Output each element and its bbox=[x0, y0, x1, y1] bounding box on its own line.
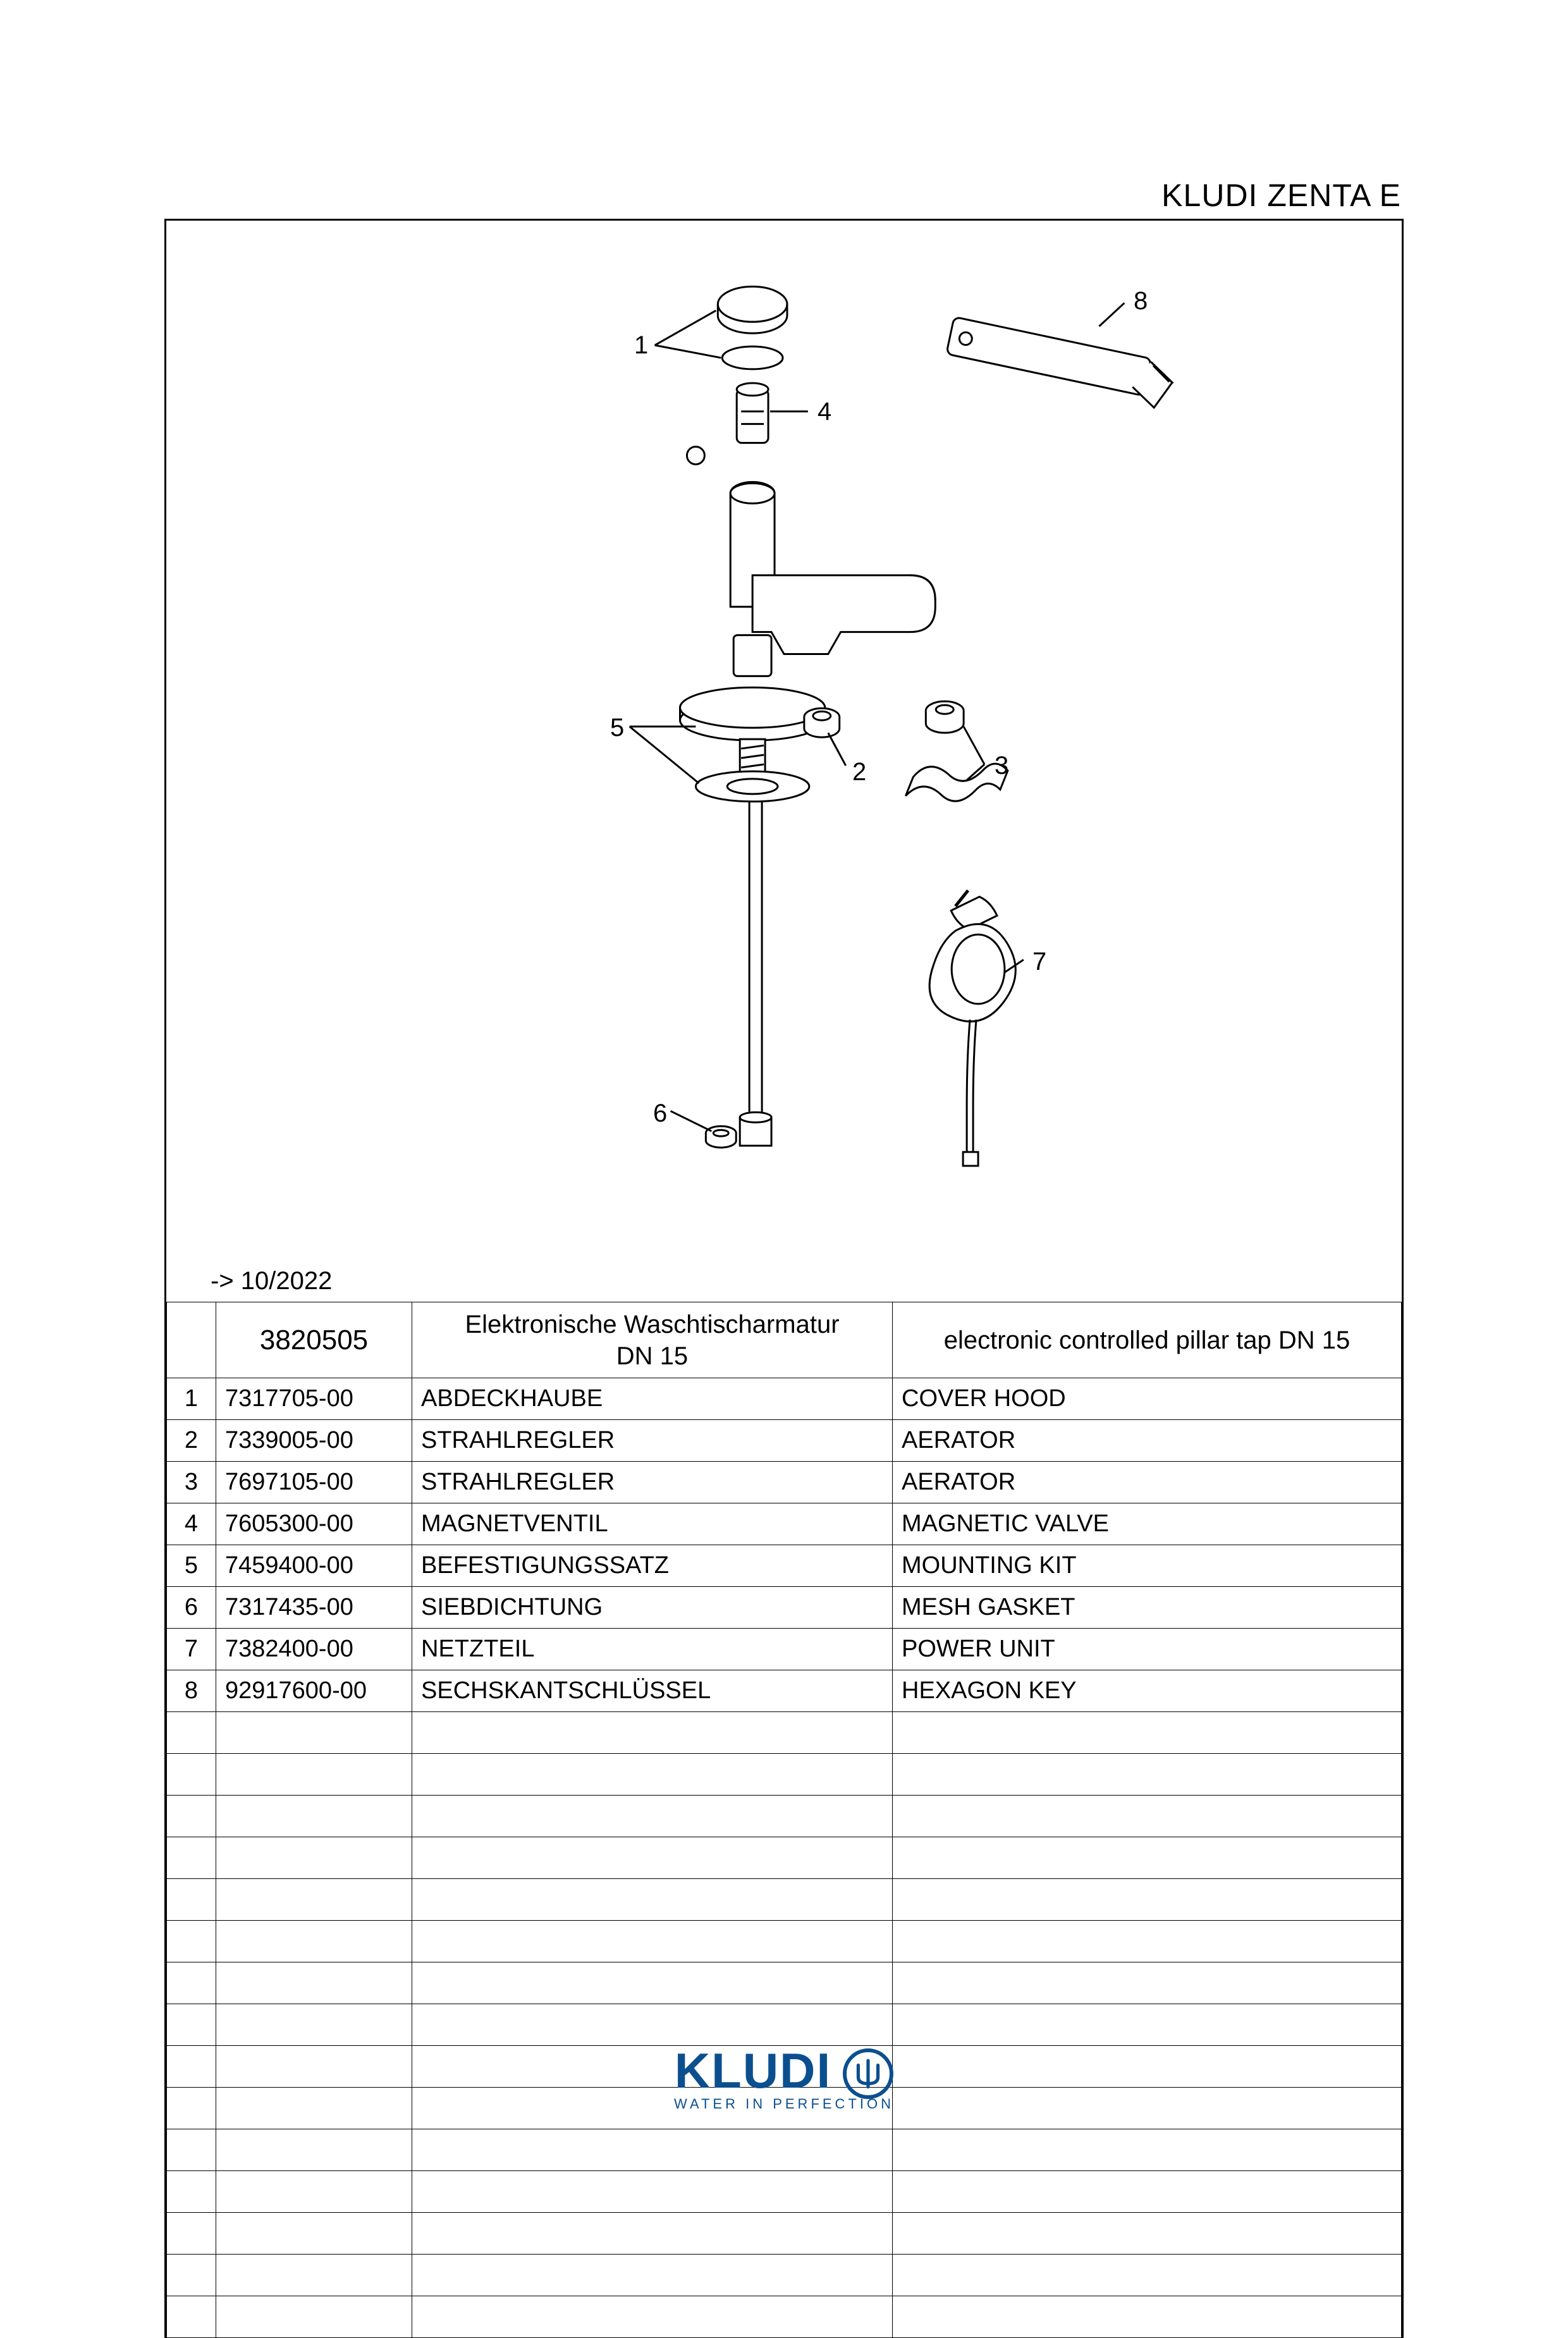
cell-pos: 6 bbox=[167, 1587, 216, 1629]
footer-logo: KLUDI WATER IN PERFECTION bbox=[674, 2042, 894, 2112]
exploded-diagram: 1 4 8 5 2 3 7 6 -> 10/2022 bbox=[166, 221, 1402, 1302]
callout-6: 6 bbox=[653, 1099, 667, 1128]
cell-de: SECHSKANTSCHLÜSSEL bbox=[412, 1670, 893, 1712]
header-article: 3820505 bbox=[216, 1302, 412, 1378]
callout-1: 1 bbox=[634, 331, 648, 360]
cell-en: MESH GASKET bbox=[893, 1587, 1402, 1629]
trident-icon bbox=[843, 2048, 893, 2099]
cell-article: 7697105-00 bbox=[216, 1462, 412, 1503]
cell-article: 7317705-00 bbox=[216, 1378, 412, 1420]
header-desc-en: electronic controlled pillar tap DN 15 bbox=[893, 1302, 1402, 1378]
cell-en: AERATOR bbox=[893, 1462, 1402, 1503]
cell-de: STRAHLREGLER bbox=[412, 1420, 893, 1462]
cell-pos: 5 bbox=[167, 1545, 216, 1587]
cell-article: 7339005-00 bbox=[216, 1420, 412, 1462]
cell-pos: 8 bbox=[167, 1670, 216, 1712]
callout-4: 4 bbox=[818, 398, 831, 426]
callout-8: 8 bbox=[1134, 287, 1148, 315]
cell-pos: 3 bbox=[167, 1462, 216, 1503]
cell-de: ABDECKHAUBE bbox=[412, 1378, 893, 1420]
cell-de: NETZTEIL bbox=[412, 1629, 893, 1670]
brand-name: KLUDI bbox=[675, 2042, 831, 2100]
callout-5: 5 bbox=[610, 714, 624, 742]
callout-3: 3 bbox=[995, 752, 1008, 780]
cell-pos: 1 bbox=[167, 1378, 216, 1420]
cell-en: COVER HOOD bbox=[893, 1378, 1402, 1420]
cell-article: 92917600-00 bbox=[216, 1670, 412, 1712]
parts-table: 3820505Elektronische WaschtischarmaturDN… bbox=[166, 1302, 1402, 2338]
brand-tagline: WATER IN PERFECTION bbox=[674, 2096, 894, 2112]
product-title: KLUDI ZENTA E bbox=[164, 177, 1404, 214]
cell-en: HEXAGON KEY bbox=[893, 1670, 1402, 1712]
cell-article: 7317435-00 bbox=[216, 1587, 412, 1629]
cell-article: 7382400-00 bbox=[216, 1629, 412, 1670]
callout-7: 7 bbox=[1032, 948, 1046, 976]
cell-pos: 2 bbox=[167, 1420, 216, 1462]
cell-pos: 7 bbox=[167, 1629, 216, 1670]
drawing-frame: 1 4 8 5 2 3 7 6 -> 10/2022 3820505Elektr… bbox=[164, 219, 1404, 2338]
revision-date: -> 10/2022 bbox=[211, 1267, 332, 1295]
cell-en: AERATOR bbox=[893, 1420, 1402, 1462]
header-desc-de: Elektronische WaschtischarmaturDN 15 bbox=[412, 1302, 893, 1378]
callout-2: 2 bbox=[852, 758, 866, 786]
cell-en: MAGNETIC VALVE bbox=[893, 1503, 1402, 1545]
cell-en: POWER UNIT bbox=[893, 1629, 1402, 1670]
cell-de: MAGNETVENTIL bbox=[412, 1503, 893, 1545]
cell-article: 7605300-00 bbox=[216, 1503, 412, 1545]
cell-de: SIEBDICHTUNG bbox=[412, 1587, 893, 1629]
diagram-svg bbox=[166, 221, 1402, 1302]
cell-de: BEFESTIGUNGSSATZ bbox=[412, 1545, 893, 1587]
cell-pos: 4 bbox=[167, 1503, 216, 1545]
cell-de: STRAHLREGLER bbox=[412, 1462, 893, 1503]
cell-article: 7459400-00 bbox=[216, 1545, 412, 1587]
header-pos bbox=[167, 1302, 216, 1378]
cell-en: MOUNTING KIT bbox=[893, 1545, 1402, 1587]
